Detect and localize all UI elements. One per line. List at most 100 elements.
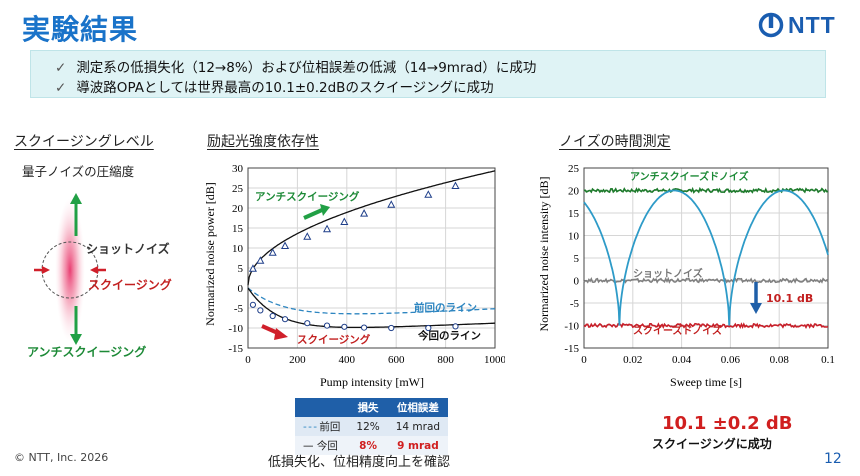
squeezing-point <box>304 320 311 327</box>
chart2-shot-label: ショットノイズ <box>633 267 703 280</box>
table-header-blank <box>295 398 349 417</box>
phase-cell: 9 mrad <box>387 436 449 455</box>
y-tick-label: -5 <box>570 298 580 310</box>
squeezing-point <box>425 324 432 332</box>
y-tick-label: 20 <box>232 203 244 215</box>
chart1-points <box>248 181 460 332</box>
y-tick-label: -15 <box>228 343 243 355</box>
chart1-curr-line-label: 今回のライン <box>417 329 481 342</box>
squeezing-label: スクイージング <box>88 278 172 292</box>
y-tick-label: 30 <box>232 163 244 175</box>
x-tick-label: 0.08 <box>770 354 790 366</box>
squeezing-point <box>452 323 459 330</box>
arrow-right-icon <box>42 266 50 274</box>
solid-line-icon: — <box>303 440 314 452</box>
section-heading-squeezing-level: スクイージングレベル <box>14 134 154 150</box>
anti-squeezing-point <box>248 264 257 272</box>
summary-text-2: 導波路OPAとしては世界最高の10.1±0.2dBのスクイージングに成功 <box>76 80 494 96</box>
y-tick-label: 0 <box>574 276 580 288</box>
noise-time-chart: -15 -10 -5 0 5 10 15 20 25 0 0.02 0.04 0.06 0.08 0.1 S… <box>537 163 835 389</box>
y-tick-label: 10 <box>568 231 580 243</box>
y-tick-label: 0 <box>238 283 244 295</box>
result-text: スクイージングに成功 <box>652 437 772 451</box>
y-tick-label: 5 <box>238 263 244 275</box>
chart2-traces <box>583 186 829 330</box>
chart2-squeezed-label: スクイーズドノイズ <box>633 324 722 337</box>
section-heading-noise-time: ノイズの時間測定 <box>559 134 671 150</box>
squeezing-point <box>281 316 289 323</box>
anti-squeezing-point <box>268 248 277 256</box>
arrow-down-icon <box>70 334 82 345</box>
anti-squeezing-label: アンチスクイージング <box>27 345 147 359</box>
chart1-tick-labels: -15 -10 -5 0 5 10 15 20 25 30 0 200 400 600 800 1000 <box>228 163 505 366</box>
chart1-ylabel: Normarized noise power [dB] <box>203 182 217 326</box>
squeezing-point <box>360 324 368 331</box>
chart2-ylabel: Normarized noise intensity [dB] <box>537 177 551 332</box>
bottom-caption: 低損失化、位相精度向上を確認 <box>268 455 451 470</box>
squeezing-point <box>323 322 331 329</box>
dashed-line-icon: - - - <box>303 421 317 433</box>
table-header-phase: 位相誤差 <box>387 398 449 417</box>
quantum-noise-subtitle: 量子ノイズの圧縮度 <box>22 164 135 179</box>
table-header-row: 損失 位相誤差 <box>295 398 449 417</box>
phase-cell: 14 mrad <box>387 417 449 436</box>
table-row: — 今回 8% 9 mrad <box>295 436 449 455</box>
chart1-xlabel: Pump intensity [mW] <box>320 375 424 389</box>
page-number: 12 <box>824 451 842 467</box>
x-tick-label: 800 <box>437 354 454 366</box>
loss-cell: 8% <box>348 436 388 455</box>
parameter-table: 損失 位相誤差 - - - 前回 12% 14 mrad — 今回 8% 9 m… <box>295 398 449 455</box>
sweep-trace <box>583 189 829 326</box>
plot-frame <box>583 167 829 349</box>
arrow-left-icon <box>90 266 98 274</box>
summary-box: ✓ 測定系の低損失化（12→8%）および位相誤差の低減（14→9mrad）に成功 … <box>30 50 826 98</box>
anti-squeezing-point <box>323 224 332 233</box>
check-icon: ✓ <box>55 60 67 76</box>
y-tick-label: 15 <box>232 223 244 235</box>
anti-squeezing-point <box>360 209 369 217</box>
table-header-loss: 損失 <box>348 398 388 417</box>
anti-squeezing-point <box>303 232 312 240</box>
pump-dependence-chart: -15 -10 -5 0 5 10 15 20 25 30 0 200 400 600 800 1000 Pu… <box>203 163 505 389</box>
anti-squeezing-point <box>340 217 349 225</box>
chart2-anti-label: アンチスクイーズドノイズ <box>630 170 749 183</box>
chart1-squeeze-arrow-icon <box>261 324 288 340</box>
chart2-xlabel: Sweep time [s] <box>670 375 742 389</box>
chart1-anti-label: アンチスクイージング <box>255 190 360 203</box>
x-tick-label: 0 <box>581 354 587 366</box>
chart1-squeeze-label: スクイージング <box>297 333 371 346</box>
y-tick-label: -10 <box>564 321 579 333</box>
y-tick-label: 5 <box>574 253 580 265</box>
y-tick-label: -15 <box>564 343 579 355</box>
squeezing-point <box>269 312 276 320</box>
squeezing-diagram <box>34 193 106 345</box>
x-tick-label: 0.04 <box>672 354 692 366</box>
y-tick-label: -5 <box>234 303 244 315</box>
anti-squeezing-point <box>256 256 265 264</box>
table-row: - - - 前回 12% 14 mrad <box>295 417 449 436</box>
chart2-grid <box>583 167 829 349</box>
ntt-logo: NTT <box>758 8 848 42</box>
chart2-axes <box>583 167 829 349</box>
previous-squeezing-curve <box>247 287 495 315</box>
y-tick-label: 10 <box>232 243 244 255</box>
copyright: © NTT, Inc. 2026 <box>14 451 109 464</box>
anti-squeezing-point <box>387 200 396 208</box>
squeezing-point <box>388 324 395 332</box>
legend-cell: - - - 前回 <box>295 417 349 436</box>
arrow-up-icon <box>70 193 82 204</box>
squeezing-point <box>341 323 348 330</box>
anti-squeezing-point <box>424 190 433 198</box>
page-title: 実験結果 <box>22 13 139 46</box>
summary-bullet-1: ✓ 測定系の低損失化（12→8%）および位相誤差の低減（14→9mrad）に成功 <box>55 56 536 76</box>
squeezed-state-ellipse <box>55 198 85 342</box>
noise-trace <box>583 322 829 330</box>
section-heading-pump-dependence: 励起光強度依存性 <box>207 134 319 150</box>
y-tick-label: 25 <box>568 163 580 175</box>
logo-text: NTT <box>788 11 836 38</box>
chart2-annotation: 10.1 dB <box>766 292 813 305</box>
anti-squeezing-point <box>451 181 460 189</box>
x-tick-label: 1000 <box>484 354 505 366</box>
chart1-axes <box>247 167 496 349</box>
chart2-down-arrow-icon <box>750 282 762 314</box>
